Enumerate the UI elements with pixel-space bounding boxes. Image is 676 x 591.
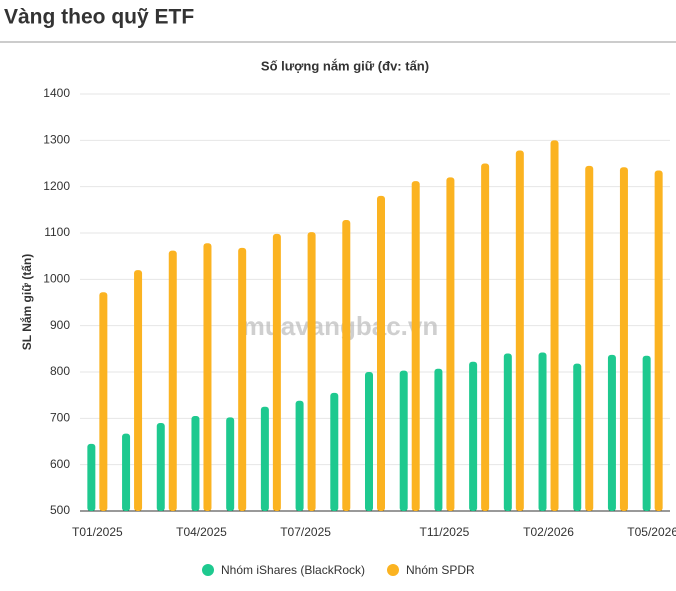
bar (585, 165, 594, 512)
bar (260, 406, 269, 511)
bar (272, 233, 281, 511)
bar (122, 433, 131, 511)
y-tick-label: 800 (50, 364, 70, 378)
bar (481, 163, 490, 511)
bar (226, 417, 235, 511)
x-tick-label: T04/2025 (176, 525, 227, 539)
chart-title: Số lượng nắm giữ (đv: tấn) (261, 58, 429, 73)
bar (538, 352, 547, 511)
bar (168, 250, 177, 511)
bar (295, 400, 304, 511)
bar (503, 353, 512, 511)
y-tick-label: 700 (50, 411, 70, 425)
bar (411, 181, 420, 511)
bar (550, 140, 559, 512)
bar (156, 422, 165, 511)
bar (515, 150, 524, 511)
bar (607, 354, 616, 511)
bar (434, 368, 443, 511)
x-tick-label: T05/2026 (627, 525, 676, 539)
x-tick-label: T07/2025 (280, 525, 331, 539)
y-axis-label: SL Nắm giữ (tấn) (19, 254, 34, 350)
legend-label: Nhóm iShares (BlackRock) (221, 563, 365, 577)
y-tick-label: 1200 (43, 179, 70, 193)
y-tick-label: 1000 (43, 272, 70, 286)
bar (342, 220, 351, 511)
page-title: Vàng theo quỹ ETF (4, 6, 194, 29)
legend-marker (202, 564, 214, 576)
x-tick-label: T01/2025 (72, 525, 123, 539)
bar (377, 195, 385, 511)
bar (654, 170, 663, 511)
bar (573, 363, 582, 511)
bar (365, 372, 373, 511)
y-tick-label: 600 (50, 457, 70, 471)
y-tick-label: 500 (50, 503, 70, 517)
y-tick-label: 1400 (43, 86, 70, 100)
bar (134, 270, 143, 511)
bar (99, 292, 108, 511)
bar (446, 177, 455, 511)
x-tick-label: T02/2026 (523, 525, 574, 539)
bar (642, 355, 651, 511)
x-tick-label: T11/2025 (419, 525, 469, 539)
bar (307, 232, 316, 511)
bar (203, 243, 212, 511)
legend-label: Nhóm SPDR (406, 563, 475, 577)
legend-marker (387, 564, 399, 576)
y-tick-label: 1300 (43, 133, 70, 147)
bar (399, 370, 408, 511)
bar (87, 443, 96, 511)
bar (330, 392, 339, 511)
bar (238, 247, 247, 511)
watermark: muavangbac.vn (242, 311, 439, 341)
bar (469, 361, 478, 511)
bar (619, 167, 628, 511)
y-tick-label: 900 (50, 318, 70, 332)
bar (191, 416, 200, 511)
y-tick-label: 1100 (44, 225, 70, 239)
